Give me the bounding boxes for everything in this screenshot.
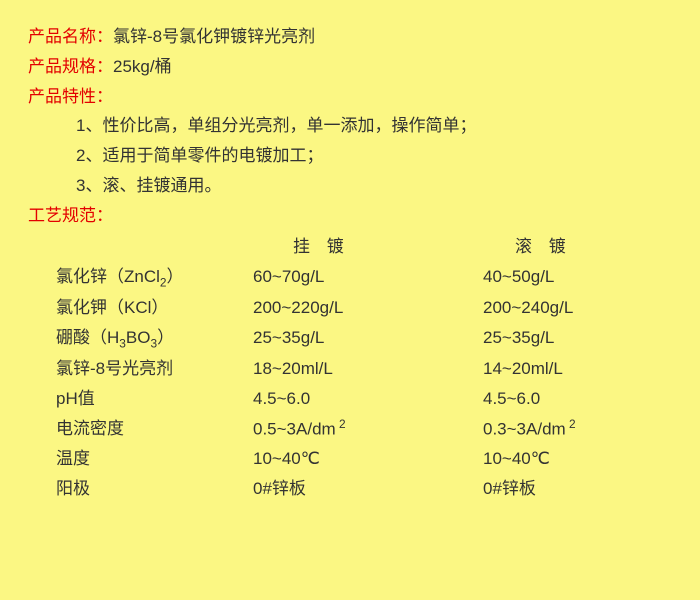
hang-value: 60~70g/L (253, 262, 483, 293)
table-row: 氯化钾（KCl）200~220g/L200~240g/L (28, 293, 672, 323)
hang-value: 0#锌板 (253, 474, 483, 504)
product-features-label: 产品特性： (28, 82, 672, 112)
table-row: 氯锌-8号光亮剂18~20ml/L14~20ml/L (28, 354, 672, 384)
table-row: 氯化锌（ZnCl2）60~70g/L40~50g/L (28, 262, 672, 293)
process-spec-label: 工艺规范： (28, 201, 672, 231)
hang-value: 200~220g/L (253, 293, 483, 323)
process-spec-table: 挂 镀 滚 镀 氯化锌（ZnCl2）60~70g/L40~50g/L氯化钾（KC… (28, 232, 672, 503)
product-name-line: 产品名称：氯锌-8号氯化钾镀锌光亮剂 (28, 22, 672, 52)
header-param-blank (28, 232, 253, 262)
param-name: 阳极 (28, 474, 253, 504)
hang-value: 0.5~3A/dm 2 (253, 414, 483, 444)
header-roll-plating: 滚 镀 (483, 232, 672, 262)
param-name: 电流密度 (28, 414, 253, 444)
roll-value: 10~40℃ (483, 444, 672, 474)
param-name: 硼酸（H3BO3） (28, 323, 253, 354)
hang-value: 10~40℃ (253, 444, 483, 474)
roll-value: 0#锌板 (483, 474, 672, 504)
roll-value: 200~240g/L (483, 293, 672, 323)
roll-value: 0.3~3A/dm 2 (483, 414, 672, 444)
table-row: 阳极 0#锌板 0#锌板 (28, 474, 672, 504)
table-header-row: 挂 镀 滚 镀 (28, 232, 672, 262)
header-hang-plating: 挂 镀 (253, 232, 483, 262)
feature-item: 1、性价比高，单组分光亮剂，单一添加，操作简单； (28, 111, 672, 141)
hang-value: 18~20ml/L (253, 354, 483, 384)
table-row: 硼酸（H3BO3）25~35g/L25~35g/L (28, 323, 672, 354)
feature-item: 3、滚、挂镀通用。 (28, 171, 672, 201)
product-spec-line: 产品规格：25kg/桶 (28, 52, 672, 82)
param-name: 氯化钾（KCl） (28, 293, 253, 323)
param-name: 氯锌-8号光亮剂 (28, 354, 253, 384)
param-name: pH值 (28, 384, 253, 414)
table-row: 温度10~40℃10~40℃ (28, 444, 672, 474)
param-name: 温度 (28, 444, 253, 474)
product-name-value: 氯锌-8号氯化钾镀锌光亮剂 (113, 27, 315, 46)
product-features-list: 1、性价比高，单组分光亮剂，单一添加，操作简单；2、适用于简单零件的电镀加工；3… (28, 111, 672, 200)
roll-value: 25~35g/L (483, 323, 672, 354)
feature-item: 2、适用于简单零件的电镀加工； (28, 141, 672, 171)
param-name: 氯化锌（ZnCl2） (28, 262, 253, 293)
hang-value: 4.5~6.0 (253, 384, 483, 414)
table-row: pH值4.5~6.04.5~6.0 (28, 384, 672, 414)
roll-value: 14~20ml/L (483, 354, 672, 384)
hang-value: 25~35g/L (253, 323, 483, 354)
product-spec-label: 产品规格： (28, 57, 113, 76)
roll-value: 4.5~6.0 (483, 384, 672, 414)
product-spec-value: 25kg/桶 (113, 57, 172, 76)
roll-value: 40~50g/L (483, 262, 672, 293)
product-name-label: 产品名称： (28, 27, 113, 46)
table-row: 电流密度0.5~3A/dm 20.3~3A/dm 2 (28, 414, 672, 444)
